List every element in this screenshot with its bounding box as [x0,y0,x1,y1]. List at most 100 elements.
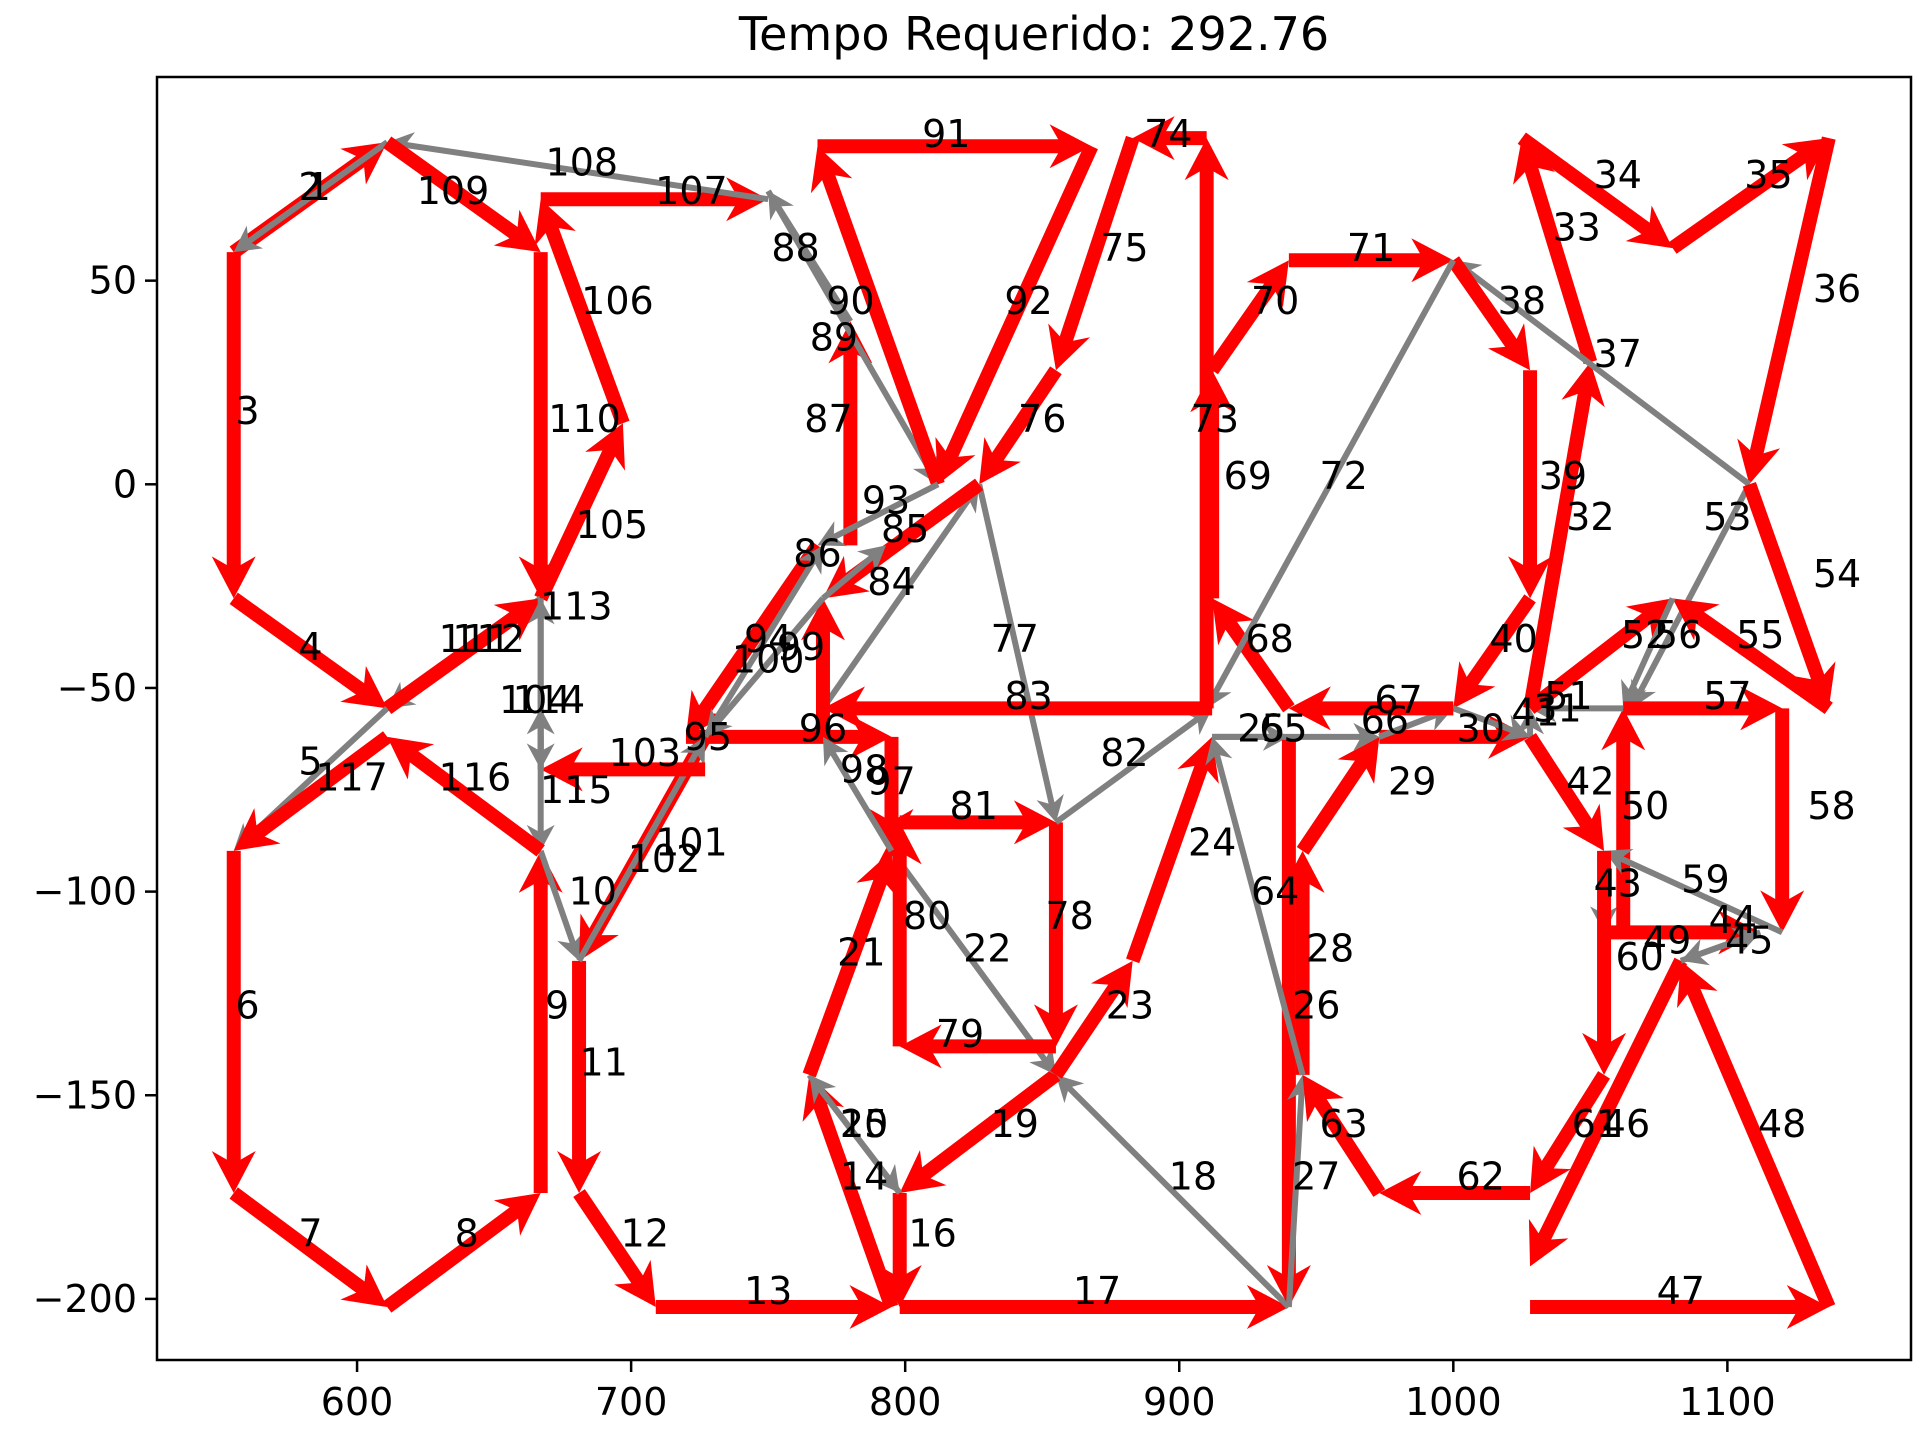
segment-61 [1530,1071,1610,1194]
segment-106 [534,199,630,426]
segment-109 [383,136,541,253]
segment-label: 9 [545,984,569,1028]
segment-label: 105 [576,503,649,547]
segment-line [1447,256,1522,354]
segment-97 [822,736,895,853]
segment-line [987,366,1062,468]
segment-arrowhead [809,1074,837,1105]
segment-line [1206,276,1281,375]
segment-arrowhead [1631,678,1656,709]
y-tick-label: −150 [33,1073,137,1117]
segment-96 [869,736,914,851]
segment-59 [1604,848,1784,936]
segment-line [573,1189,648,1291]
segment-label: 12 [621,1212,669,1256]
segment-line [816,1085,903,1195]
segment-label: 43 [1594,861,1642,905]
segment-line [1517,132,1657,239]
segment-arrowhead [1604,848,1634,875]
segment-line [1211,258,1456,697]
segment-line [1126,758,1211,964]
segment-line [383,136,525,244]
segment-arrowhead [340,1264,388,1308]
segment-label: 95 [684,715,732,759]
segment-arrowhead [935,436,976,485]
segment-70 [1206,260,1289,375]
segment-107 [540,177,769,222]
segment-3 [211,252,256,599]
segment-56 [1621,597,1676,709]
segment-label: 77 [991,617,1039,661]
segment-line [1452,705,1517,735]
segment-arrowhead [1737,438,1781,485]
segment-line [1522,160,1598,365]
segment-line [229,592,371,700]
segment-arrowhead [1302,1074,1344,1123]
route-segments [211,116,1836,1330]
segment-arrowhead [979,437,1021,485]
segment-label: 69 [1224,454,1272,498]
segment-label: 35 [1744,153,1792,197]
segment-86 [821,545,887,601]
segment-arrowhead [1530,1145,1571,1194]
segment-28 [1280,850,1325,1075]
segment-label: 23 [1106,984,1154,1028]
segment-62 [1379,1171,1531,1216]
segment-line [1285,1090,1305,1308]
segment-label: 30 [1457,707,1505,751]
segment-76 [979,366,1062,485]
segment-arrowhead [817,521,848,547]
segment-line [1689,607,1833,715]
segment-line [1220,615,1295,713]
segment-label: 25 [1237,707,1285,751]
segment-line [1636,482,1752,696]
segment-label: 8 [455,1212,479,1256]
segment-line [712,596,826,727]
segment-label: 98 [840,747,888,791]
segment-label: 31 [1533,686,1581,730]
segment-line [402,141,769,203]
segment-55 [1672,598,1833,715]
segment-arrowhead [1528,1218,1569,1267]
segment-label: 7 [298,1212,322,1256]
segment-label: 72 [1320,454,1368,498]
segment-line [1537,1071,1610,1176]
segment-arrowhead [1601,708,1646,751]
segment-label: 28 [1306,927,1354,971]
segment-label: 63 [1320,1102,1368,1146]
segment-line [820,495,973,711]
segment-arrowhead [680,736,706,767]
y-tick-label: −200 [33,1277,137,1321]
segment-arrowhead [1625,205,1673,249]
segment-67 [1288,686,1454,731]
segment-line [821,553,876,601]
segment-arrowhead [1508,556,1553,599]
segment-label: 52 [1621,613,1669,657]
segment-label: 61 [1572,1102,1620,1146]
segment-arrowhead [557,931,584,961]
segment-arrowhead [726,177,769,222]
segment-label: 42 [1566,760,1614,804]
segment-line [1525,608,1657,714]
segment-label: 113 [540,584,613,628]
segment-arrowhead [1036,793,1064,823]
segment-58 [1760,708,1805,933]
segment-label: 70 [1251,279,1299,323]
segment-label: 99 [777,625,825,669]
segment-line [942,143,1098,465]
segment-110 [518,252,563,599]
segment-arrowhead [1013,800,1056,845]
segment-42 [1524,733,1605,851]
segment-arrowhead [1184,138,1229,181]
segment-arrowhead [869,808,914,851]
segment-78 [1033,822,1078,1047]
segment-arrowhead [1132,116,1175,161]
segment-line [1626,597,1676,696]
segment-label: 22 [963,927,1011,971]
segment-label: 29 [1388,760,1436,804]
segment-arrowhead [1033,1004,1078,1047]
segment-label: 56 [1654,613,1702,657]
segment-79 [899,1024,1056,1069]
segment-arrowhead [1740,686,1783,731]
